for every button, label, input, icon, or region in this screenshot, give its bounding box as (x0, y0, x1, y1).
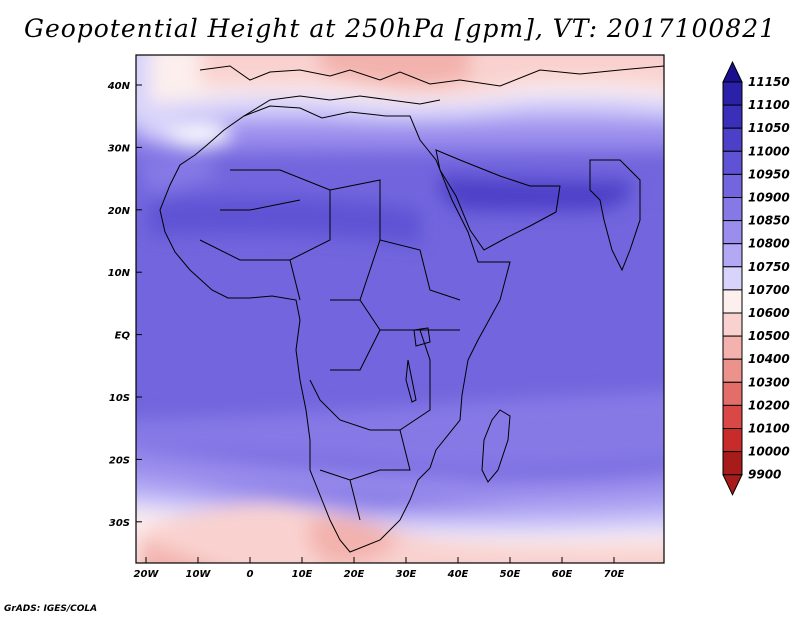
lat-tick-label: 30S (109, 518, 130, 529)
colorbar-label: 10300 (748, 375, 790, 389)
colorbar-swatch (722, 404, 743, 429)
plot-frame (135, 54, 665, 564)
grads-credit: GrADS: IGES/COLA (4, 604, 98, 614)
colorbar-swatch (722, 358, 743, 383)
europe-coastline (199, 65, 664, 87)
colorbar-label: 9900 (748, 468, 781, 482)
lon-tick-label: 0 (247, 569, 254, 580)
coastlines (159, 65, 664, 553)
lon-tick-label: 20W (134, 569, 160, 580)
colorbar-swatch (722, 289, 743, 314)
lat-tick-label: 40N (107, 81, 131, 92)
colorbar: 11150 11100 11050 11000 10950 10900 10850 10800… (722, 60, 790, 496)
lat-tick-label: 10N (108, 268, 131, 279)
colorbar-swatch (722, 220, 743, 245)
latitude-axis: 40N 30N 20N 10N EQ 10S 20S 30S (107, 81, 142, 529)
lon-tick-label: 10E (292, 569, 313, 580)
colorbar-label: 10800 (748, 237, 790, 251)
lat-tick-label: 20S (109, 455, 130, 466)
colorbar-label: 10900 (748, 191, 790, 205)
lon-tick-label: 40E (447, 569, 469, 580)
colorbar-label: 10700 (748, 283, 790, 297)
colorbar-swatch (722, 81, 743, 106)
lake-victoria (413, 327, 431, 347)
lon-tick-label: 10W (186, 569, 212, 580)
colorbar-label: 10200 (748, 398, 790, 412)
colorbar-label: 10850 (748, 214, 790, 228)
colorbar-swatch (722, 127, 743, 152)
madagascar-coastline (481, 409, 511, 483)
lon-tick-label: 70E (604, 569, 625, 580)
lake-tanganyika (405, 359, 417, 403)
colorbar-label: 10500 (748, 329, 790, 343)
lon-tick-label: 60E (552, 569, 573, 580)
colorbar-label: 10100 (748, 422, 790, 436)
colorbar-swatch (722, 381, 743, 406)
colorbar-label: 10000 (748, 445, 790, 459)
colorbar-bottom-arrow (722, 474, 743, 496)
colorbar-swatch (722, 428, 743, 453)
colorbar-swatch (722, 335, 743, 360)
colorbar-label: 10600 (748, 306, 790, 320)
lon-tick-label: 50E (500, 569, 521, 580)
chart-title: Geopotential Height at 250hPa [gpm], VT:… (23, 14, 777, 43)
colorbar-label: 10950 (748, 167, 790, 181)
colorbar-swatch (722, 312, 743, 337)
lat-tick-label: 20N (108, 206, 131, 217)
colorbar-label: 11000 (748, 144, 790, 158)
lat-tick-label: 30N (108, 143, 131, 154)
colorbar-swatch (722, 266, 743, 291)
colorbar-swatch (722, 173, 743, 198)
lat-tick-label: 10S (109, 393, 130, 404)
colorbar-label: 11050 (748, 121, 790, 135)
colorbar-label: 11150 (748, 75, 790, 89)
lon-tick-label: 20E (344, 569, 365, 580)
india-coastline (589, 159, 641, 272)
arabia-coastline (435, 149, 561, 251)
colorbar-swatch (722, 197, 743, 222)
colorbar-label: 10400 (748, 352, 790, 366)
africa-coastline (159, 105, 511, 553)
colorbar-swatch (722, 243, 743, 268)
colorbar-top-arrow (722, 60, 743, 83)
height-field-shading (136, 55, 664, 563)
colorbar-swatch (722, 104, 743, 129)
colorbar-label: 11100 (748, 98, 790, 112)
country-borders (199, 169, 461, 521)
colorbar-label: 10750 (748, 260, 790, 274)
longitude-axis: 20W 10W 0 10E 20E 30E 40E 50E 60E 70E (134, 557, 625, 580)
colorbar-swatch (722, 451, 743, 476)
lat-tick-label: EQ (115, 331, 131, 342)
lon-tick-label: 30E (396, 569, 417, 580)
colorbar-swatch (722, 150, 743, 175)
mediterranean-coast (243, 95, 441, 117)
